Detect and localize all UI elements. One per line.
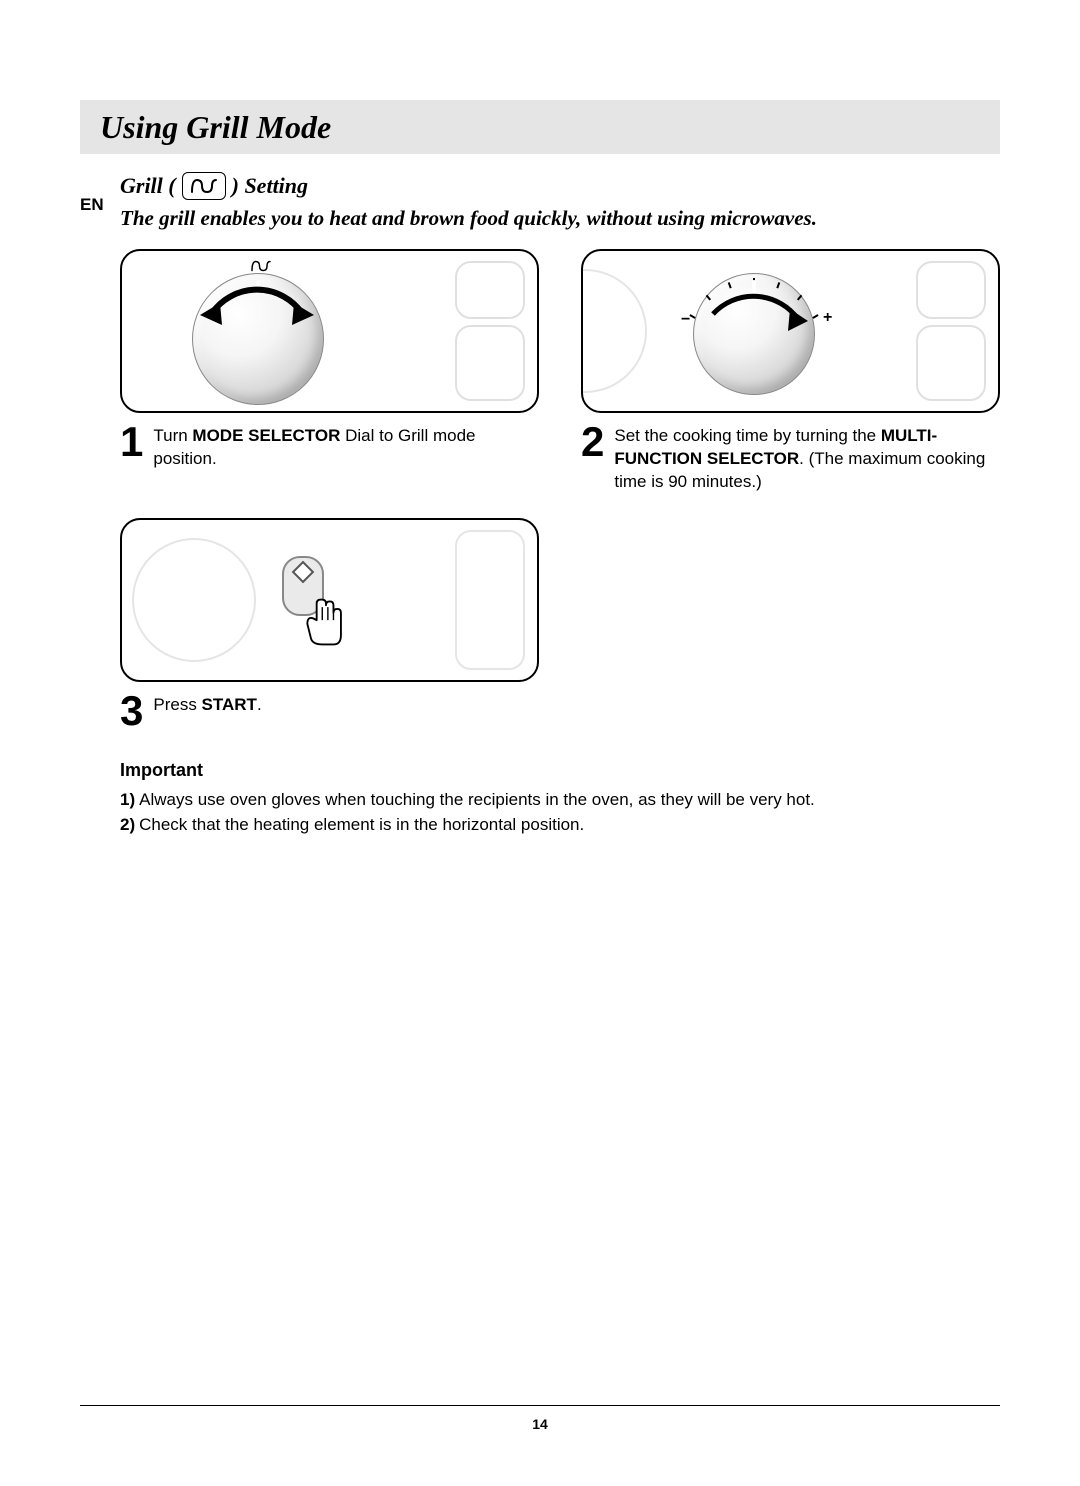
step-2-num: 2	[581, 421, 604, 463]
step-1-illustration	[120, 249, 539, 413]
rotate-arrow-icon	[182, 263, 332, 413]
language-marker: EN	[80, 195, 104, 215]
manual-page: Using Grill Mode EN Grill ( ) Setting Th…	[0, 0, 1080, 1486]
faint-dial	[132, 538, 256, 662]
important-item-2: 2)Check that the heating element is in t…	[120, 812, 1000, 838]
step-2-desc: 2 Set the cooking time by turning the MU…	[581, 421, 1000, 494]
plus-icon: +	[823, 309, 832, 327]
step-3-text: Press START.	[153, 690, 261, 717]
step-3-desc: 3 Press START.	[120, 690, 539, 732]
step-1: 1 Turn MODE SELECTOR Dial to Grill mode …	[120, 249, 539, 494]
subtitle: Grill ( ) Setting	[120, 172, 308, 200]
subtitle-row: Grill ( ) Setting	[120, 172, 1000, 200]
faint-overlay	[455, 261, 525, 401]
faint-overlay	[916, 261, 986, 401]
step-1-text: Turn MODE SELECTOR Dial to Grill mode po…	[153, 421, 539, 471]
intro-text: The grill enables you to heat and brown …	[120, 206, 1000, 231]
step-2-illustration: − +	[581, 249, 1000, 413]
rotate-arrow-icon	[678, 259, 828, 409]
important-item-1: 1)Always use oven gloves when touching t…	[120, 787, 1000, 813]
step-3-illustration	[120, 518, 539, 682]
minus-icon: −	[681, 311, 690, 329]
footer-divider	[80, 1405, 1000, 1406]
hand-press-icon	[298, 594, 354, 650]
important-list: 1)Always use oven gloves when touching t…	[120, 787, 1000, 838]
step-3: 3 Press START.	[120, 518, 539, 732]
page-footer: 14	[80, 1405, 1000, 1434]
step-2: − + 2 Set the cooking time by turning th…	[581, 249, 1000, 494]
title-bar: Using Grill Mode	[80, 100, 1000, 154]
important-section: Important 1)Always use oven gloves when …	[120, 760, 1000, 838]
empty-cell	[581, 518, 1000, 732]
page-number: 14	[532, 1416, 548, 1432]
important-heading: Important	[120, 760, 1000, 781]
steps-grid: 1 Turn MODE SELECTOR Dial to Grill mode …	[120, 249, 1000, 732]
faint-overlay	[455, 530, 525, 670]
faint-dial-left	[581, 269, 647, 393]
subtitle-prefix: Grill (	[120, 173, 176, 199]
step-1-desc: 1 Turn MODE SELECTOR Dial to Grill mode …	[120, 421, 539, 471]
page-title: Using Grill Mode	[100, 109, 331, 146]
step-3-num: 3	[120, 690, 143, 732]
step-2-text: Set the cooking time by turning the MULT…	[614, 421, 1000, 494]
step-1-num: 1	[120, 421, 143, 463]
content-area: Grill ( ) Setting The grill enables you …	[120, 172, 1000, 838]
grill-icon	[182, 172, 226, 200]
subtitle-suffix: ) Setting	[232, 173, 308, 199]
